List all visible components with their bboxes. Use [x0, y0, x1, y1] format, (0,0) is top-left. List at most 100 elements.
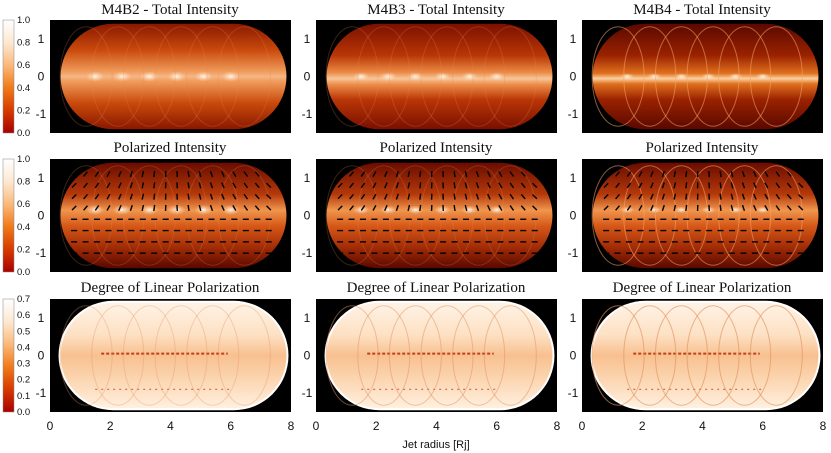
colorbar-tick-label: 0.8	[17, 38, 30, 49]
colorbar-tick-label: 0.4	[17, 342, 30, 353]
polarization-vector	[487, 204, 491, 211]
emission-knot	[113, 71, 132, 82]
y-tick-label: 0	[304, 349, 311, 363]
polarization-vector	[360, 171, 366, 177]
polarization-vector	[603, 194, 609, 200]
polarization-vector	[798, 182, 804, 188]
polarization-vector	[498, 205, 503, 211]
y-tick-label: -1	[302, 246, 313, 260]
polarization-vector	[118, 171, 122, 178]
polarization-vector	[198, 170, 202, 178]
polarization-vector	[775, 205, 781, 211]
polarization-vector	[638, 182, 643, 189]
polarization-vector	[626, 193, 632, 200]
polarization-vector	[407, 204, 411, 212]
emission-knot	[407, 205, 424, 215]
emission-knot	[647, 206, 662, 214]
colorbar-tick-label: 0.2	[17, 375, 30, 386]
polarization-vector	[730, 182, 734, 189]
panel-degree-m4b4	[582, 299, 823, 412]
panel-polarized-m4b2	[50, 159, 291, 272]
polarization-vector	[509, 193, 515, 200]
polarization-vector	[753, 193, 757, 200]
y-tick-label: 0	[38, 349, 45, 363]
polarization-vector	[685, 171, 688, 178]
polarization-vector	[71, 194, 77, 200]
polarization-vector	[464, 170, 468, 178]
emission-knot	[140, 71, 159, 82]
polarization-vector	[775, 171, 781, 177]
shock-ring	[91, 165, 145, 266]
polarization-vector	[661, 170, 665, 178]
colorbar-row0	[2, 19, 15, 134]
shock-ring	[388, 26, 442, 127]
panel-title-r1c0: Polarized Intensity	[114, 140, 227, 156]
shock-ring	[59, 165, 113, 266]
polarization-vector	[741, 193, 746, 200]
polarization-vector	[475, 182, 480, 189]
panel-degree-m4b2	[50, 299, 291, 412]
colorbar-tick-label: 1.0	[17, 15, 30, 26]
polarization-vector	[141, 193, 145, 200]
x-tick-label: 4	[167, 419, 174, 433]
emission-knot	[728, 73, 743, 80]
polarization-vector	[221, 171, 225, 178]
polarization-vector	[753, 204, 757, 211]
colorbar-tick-label: 0.4	[17, 222, 30, 233]
polarization-vector	[337, 171, 343, 177]
polarization-vector	[407, 193, 411, 200]
shock-ring	[654, 305, 708, 406]
polarization-vector	[337, 205, 343, 211]
polarization-vector	[337, 182, 343, 188]
emission-knot	[674, 206, 689, 214]
shock-ring	[420, 26, 474, 127]
jet-body	[592, 302, 819, 409]
panel-total-m4b2	[50, 20, 291, 133]
polarization-vector	[349, 205, 354, 211]
colorbar-tick-label: 0.6	[17, 60, 30, 71]
polarization-vector	[661, 182, 665, 189]
emission-knot	[701, 206, 716, 214]
shock-ring	[483, 26, 537, 127]
polarization-vector	[487, 171, 491, 178]
panel-degree-m4b3	[316, 299, 557, 412]
polarization-vector	[626, 205, 632, 211]
panel-title-r1c1: Polarized Intensity	[380, 140, 493, 156]
polarization-vector	[615, 205, 620, 211]
polarization-vector	[349, 193, 354, 200]
shock-ring	[749, 26, 803, 127]
polarization-vector	[615, 182, 620, 189]
shock-ring	[186, 305, 240, 406]
x-tick-label: 0	[579, 419, 586, 433]
shock-ring	[325, 305, 379, 406]
shock-ring	[388, 305, 442, 406]
y-tick-label: 1	[304, 171, 311, 185]
polarization-vector	[232, 171, 237, 178]
panel-title-r2c2: Degree of Linear Polarization	[613, 280, 792, 296]
y-tick-label: -1	[302, 386, 313, 400]
polarization-vector	[372, 205, 377, 211]
shock-ring	[217, 165, 271, 266]
emission-knot	[113, 204, 132, 215]
polarization-vector	[71, 205, 77, 211]
polarization-vector	[118, 193, 122, 200]
emission-knot	[434, 72, 451, 81]
x-tick-label: 4	[433, 419, 440, 433]
polarization-vector	[464, 204, 468, 212]
colorbar-tick-label: 0.3	[17, 359, 30, 370]
polarization-vector	[661, 193, 665, 200]
shock-ring	[217, 26, 271, 127]
y-tick-label: -1	[36, 107, 47, 121]
polarization-vector	[360, 193, 366, 200]
polarization-vector	[221, 182, 225, 189]
y-tick-label: -1	[568, 386, 579, 400]
shock-ring	[217, 305, 271, 406]
polarization-vector	[730, 193, 734, 200]
polarization-vector	[786, 182, 792, 189]
polarization-vector	[509, 171, 515, 177]
emission-knot	[647, 73, 662, 80]
shock-ring	[186, 26, 240, 127]
x-tick-label: 8	[820, 419, 827, 433]
emission-knot	[461, 205, 478, 215]
shock-ring	[654, 26, 708, 127]
